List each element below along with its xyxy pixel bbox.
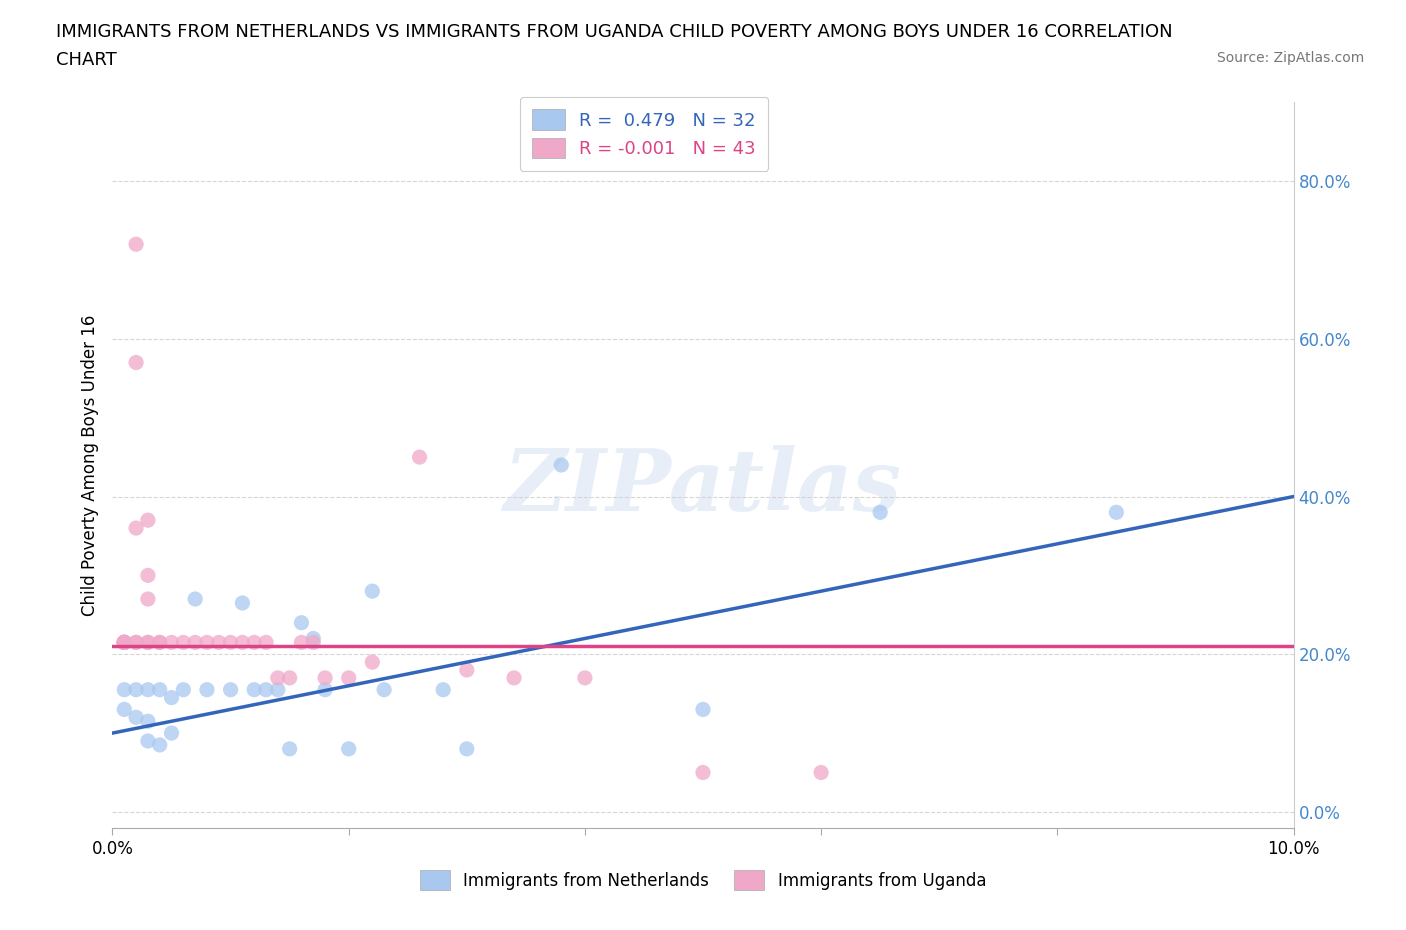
Point [243, 635, 266, 650]
Point [172, 683, 194, 698]
Point [869, 505, 891, 520]
Point [456, 741, 478, 756]
Point [290, 616, 312, 631]
Point [149, 635, 172, 650]
Point [112, 635, 135, 650]
Point [373, 683, 395, 698]
Point [136, 734, 159, 749]
Point [136, 635, 159, 650]
Point [184, 635, 207, 650]
Point [314, 683, 336, 698]
Point [172, 635, 194, 650]
Point [361, 655, 384, 670]
Point [290, 635, 312, 650]
Text: ZIPatlas: ZIPatlas [503, 445, 903, 528]
Point [302, 631, 325, 646]
Point [219, 635, 242, 650]
Point [136, 568, 159, 583]
Point [160, 725, 183, 740]
Point [208, 635, 231, 650]
Point [125, 237, 148, 252]
Point [112, 635, 135, 650]
Point [112, 635, 135, 650]
Point [692, 765, 714, 780]
Point [112, 635, 135, 650]
Point [231, 595, 253, 610]
Point [195, 683, 218, 698]
Point [243, 683, 266, 698]
Point [112, 683, 135, 698]
Point [278, 671, 301, 685]
Point [112, 635, 135, 650]
Point [503, 671, 526, 685]
Point [550, 458, 572, 472]
Point [219, 683, 242, 698]
Point [278, 741, 301, 756]
Point [125, 710, 148, 724]
Point [574, 671, 596, 685]
Point [125, 635, 148, 650]
Point [136, 714, 159, 729]
Point [136, 635, 159, 650]
Point [160, 635, 183, 650]
Point [112, 635, 135, 650]
Point [337, 671, 360, 685]
Point [456, 662, 478, 677]
Point [231, 635, 253, 650]
Point [302, 635, 325, 650]
Point [136, 683, 159, 698]
Point [361, 584, 384, 599]
Point [267, 671, 290, 685]
Point [1105, 505, 1128, 520]
Point [314, 671, 336, 685]
Point [337, 741, 360, 756]
Point [149, 683, 172, 698]
Point [136, 512, 159, 527]
Point [112, 635, 135, 650]
Point [112, 635, 135, 650]
Point [136, 591, 159, 606]
Point [149, 737, 172, 752]
Point [184, 591, 207, 606]
Point [195, 635, 218, 650]
Point [112, 702, 135, 717]
Text: Source: ZipAtlas.com: Source: ZipAtlas.com [1216, 51, 1364, 65]
Point [432, 683, 454, 698]
Point [810, 765, 832, 780]
Point [112, 635, 135, 650]
Point [254, 635, 277, 650]
Legend: Immigrants from Netherlands, Immigrants from Uganda: Immigrants from Netherlands, Immigrants … [406, 857, 1000, 903]
Point [125, 635, 148, 650]
Point [125, 355, 148, 370]
Point [254, 683, 277, 698]
Y-axis label: Child Poverty Among Boys Under 16: Child Poverty Among Boys Under 16 [80, 314, 98, 616]
Text: IMMIGRANTS FROM NETHERLANDS VS IMMIGRANTS FROM UGANDA CHILD POVERTY AMONG BOYS U: IMMIGRANTS FROM NETHERLANDS VS IMMIGRANT… [56, 23, 1173, 41]
Point [267, 683, 290, 698]
Point [408, 450, 430, 465]
Point [160, 690, 183, 705]
Point [692, 702, 714, 717]
Point [125, 521, 148, 536]
Legend: R =  0.479   N = 32, R = -0.001   N = 43: R = 0.479 N = 32, R = -0.001 N = 43 [520, 97, 768, 171]
Point [125, 683, 148, 698]
Point [149, 635, 172, 650]
Text: CHART: CHART [56, 51, 117, 69]
